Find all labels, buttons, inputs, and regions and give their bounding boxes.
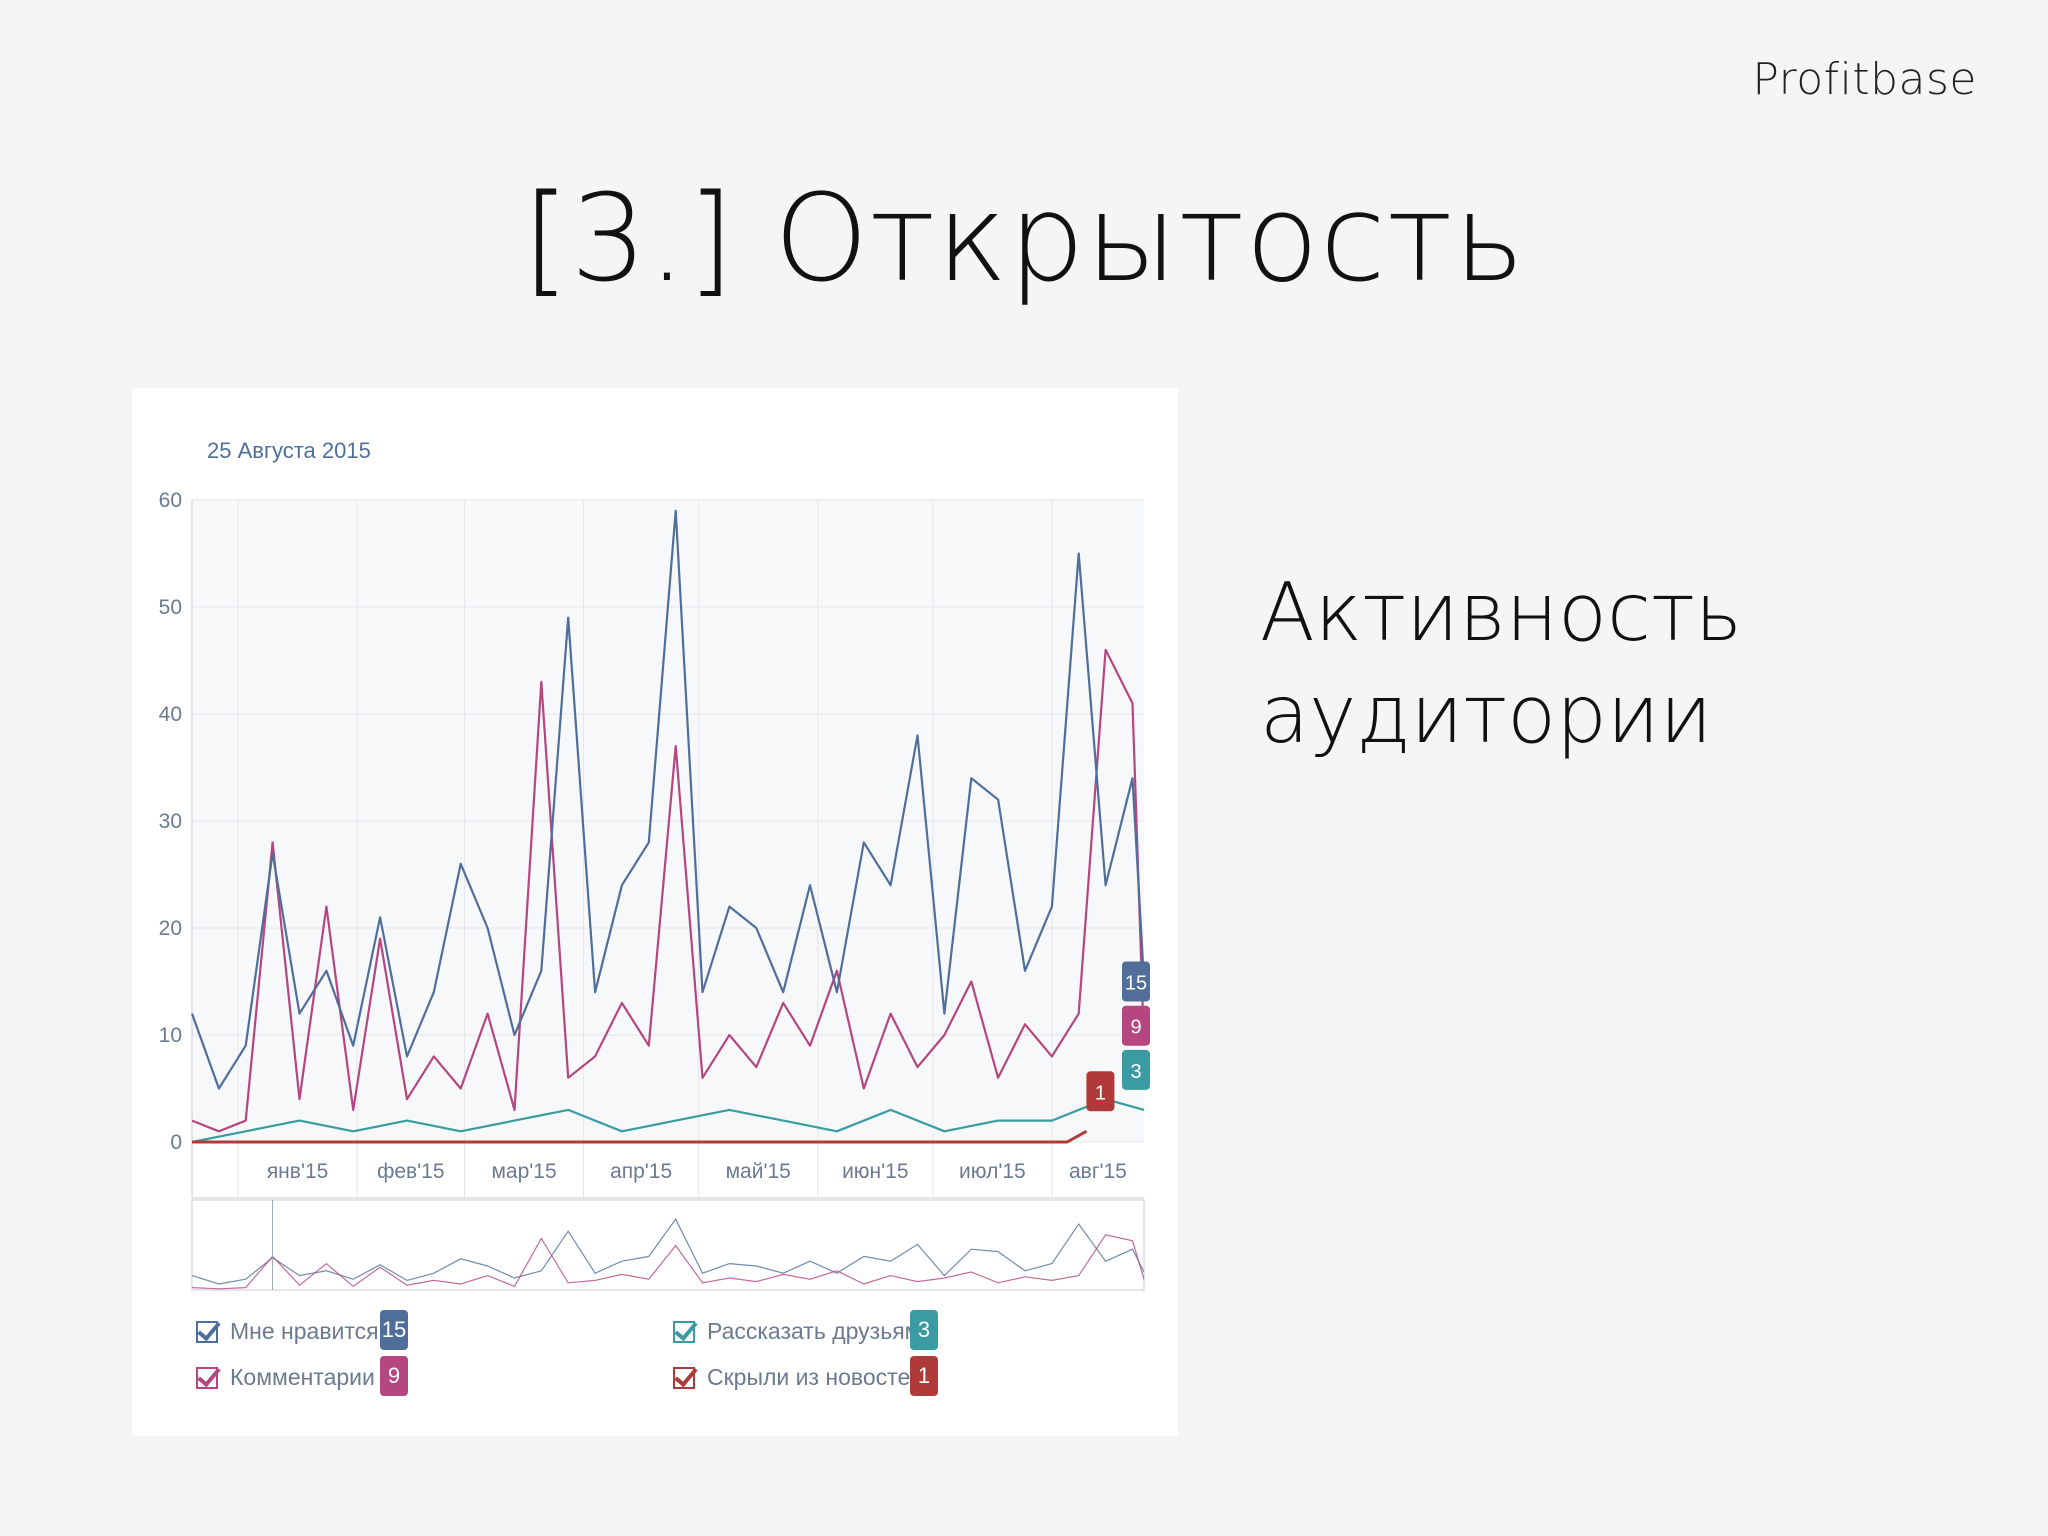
flag-value: 1 [1095,1082,1106,1104]
chart-date-label: 25 Августа 2015 [207,438,371,463]
checkbox-icon[interactable] [673,1366,695,1389]
series-line-1 [191,648,1146,1133]
side-caption-line-1: Активность [1260,566,1742,659]
y-tick-label: 0 [170,1131,182,1154]
flag-value: 3 [1130,1061,1141,1083]
x-tick-label: авг'15 [1069,1160,1127,1183]
y-tick-label: 30 [159,810,182,833]
legend-item-hidden[interactable]: Скрыли из новостей [673,1364,923,1391]
flag-value: 15 [1125,973,1147,995]
series-end-flag-2: 3 [1122,1049,1150,1090]
y-tick-label: 50 [159,596,182,619]
y-tick-label: 60 [159,489,182,512]
y-tick-label: 10 [159,1024,182,1047]
legend-item-comments[interactable]: Комментарии [196,1364,375,1391]
checkbox-icon[interactable] [196,1366,218,1389]
navigator-frame [191,1199,1145,1291]
legend-label: Рассказать друзьям [707,1318,921,1344]
flag-value: 9 [1130,1017,1141,1039]
x-tick-label: июн'15 [842,1160,908,1183]
flag-box [1122,1049,1150,1090]
axis-labels: 0 10 20 30 40 50 60 янв'15 фев'15 мар'15 апр'15 май… [159,489,1127,1183]
checkbox-icon[interactable] [673,1320,695,1343]
series-line-3 [192,1129,1088,1144]
chart-panel: 0 10 20 30 40 50 60 янв'15 фев'15 мар'15 апр'15 май… [132,388,1178,1436]
x-tick-label: апр'15 [610,1160,672,1183]
chart-svg: 0 10 20 30 40 50 60 янв'15 фев'15 мар'15 апр'15 май… [159,438,1150,1291]
side-caption-line-2: аудитории [1260,668,1713,761]
legend-item-likes[interactable]: Мне нравится [196,1318,379,1345]
slide-title: [3.] Открытость [522,170,1526,309]
navigator-series-0 [191,1218,1145,1285]
legend-item-share[interactable]: Рассказать друзьям [673,1318,920,1345]
x-tick-label: июл'15 [959,1160,1026,1183]
flag-box [1122,1005,1150,1046]
legend-label: Комментарии [230,1364,375,1390]
series-line-0 [190,509,1146,1090]
x-tick-label: май'15 [726,1160,791,1183]
side-caption: Активность аудитории [1260,562,1960,766]
x-tick-label: янв'15 [267,1160,329,1183]
legend-label: Скрыли из новостей [707,1364,924,1390]
y-tick-label: 20 [159,917,182,940]
series-end-flag-3: 1 [1086,1071,1115,1112]
series-end-flag-0: 15 [1122,961,1150,1002]
navigator-series-1 [191,1234,1145,1290]
brand-name: Profitbase [1752,54,1977,105]
legend-label: Мне нравится [230,1318,379,1344]
series-line-2 [191,1098,1145,1144]
x-tick-label: фев'15 [377,1160,444,1183]
flag-box [1086,1071,1115,1112]
x-tick-label: мар'15 [491,1160,556,1183]
checkbox-icon[interactable] [196,1320,218,1343]
navigator-layer [191,1199,1145,1291]
flag-box [1122,961,1150,1002]
y-tick-label: 40 [159,703,182,726]
series-end-flag-1: 9 [1122,1005,1150,1046]
series-layer: 3 1 9 15 [190,509,1150,1144]
